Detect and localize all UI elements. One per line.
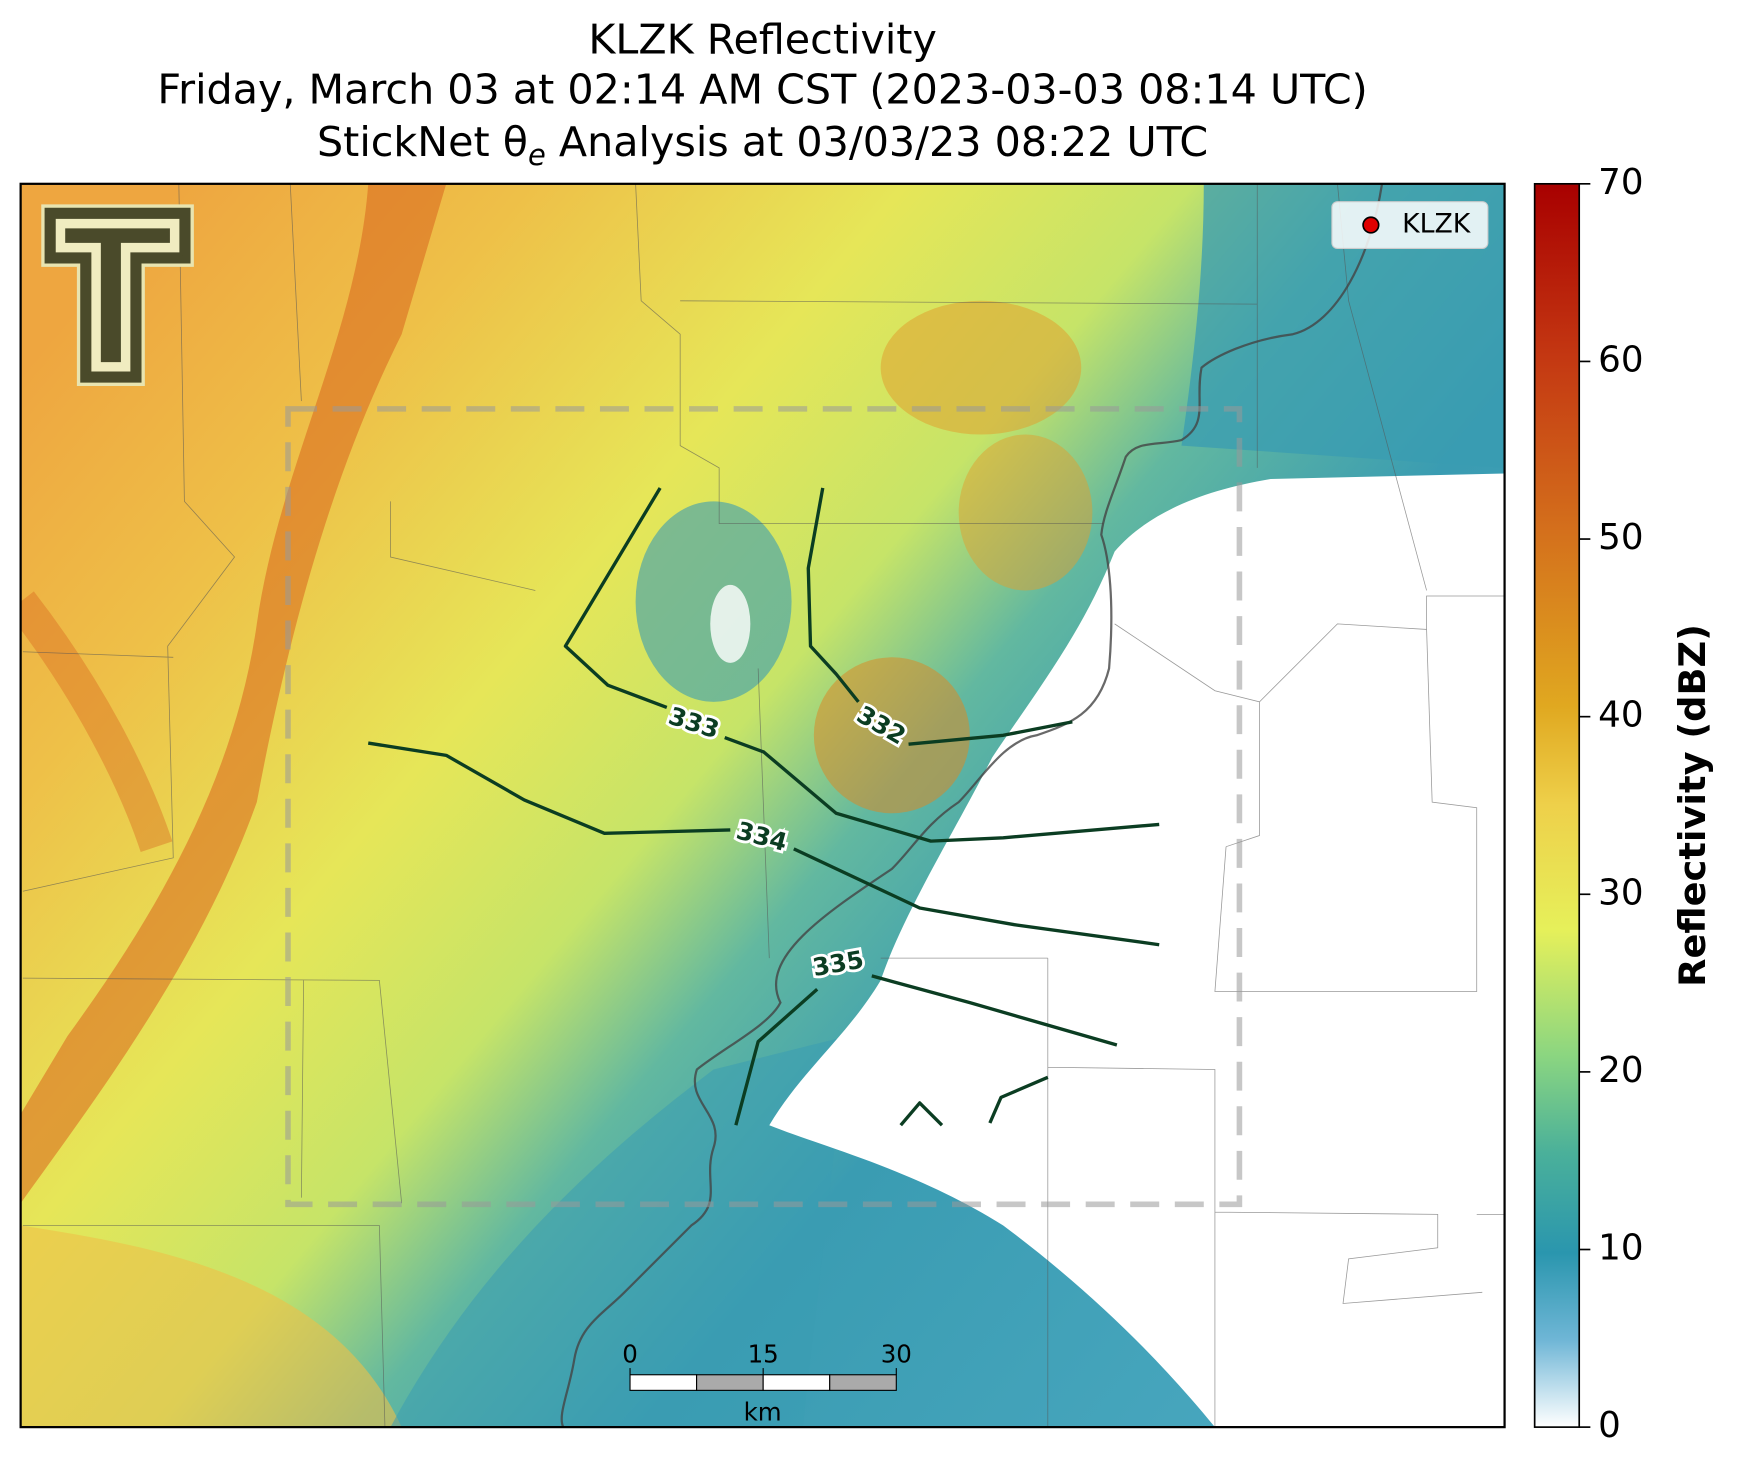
map: 332 333 334 335 KLZK km 0 15 30: [20, 183, 1505, 1428]
colorbar-label: Reflectivity (dBZ): [1671, 624, 1714, 987]
colorbar-scale: [1533, 182, 1581, 1428]
domain-box: [285, 406, 1243, 1208]
contour-line: [806, 487, 1073, 746]
title-subscript: e: [528, 138, 546, 172]
legend: KLZK: [1331, 201, 1489, 249]
state-boundary: [560, 183, 1384, 1428]
reflectivity-region: [390, 1036, 848, 1428]
colorbar-tick-label: 10: [1598, 1228, 1643, 1269]
scale-tick-label: 0: [622, 1340, 638, 1369]
no-echo-region: [769, 473, 1505, 1428]
legend-label: KLZK: [1402, 209, 1472, 240]
subtitle: Friday, March 03 at 02:14 AM CST (2023-0…: [157, 66, 1367, 114]
scale-segment: [629, 1374, 698, 1391]
colorbar-tick-label: 20: [1598, 1050, 1643, 1091]
reflectivity-hole: [710, 584, 751, 663]
title-part: StickNet θ: [317, 118, 528, 166]
colorbar-tick-label: 70: [1598, 162, 1643, 203]
contour-line: [899, 1075, 1049, 1127]
reflectivity-hole: [635, 501, 792, 702]
reflectivity-band: [20, 591, 173, 852]
scale-segment: [829, 1374, 897, 1391]
reflectivity-cell: [880, 300, 1082, 435]
colorbar-tick-label: 50: [1598, 517, 1643, 558]
county-line: [22, 183, 1505, 1428]
legend-box: [1331, 201, 1489, 249]
reflectivity-region: [1181, 183, 1505, 468]
scale-tick-label: 15: [748, 1340, 779, 1369]
title: KLZK Reflectivity: [588, 15, 937, 63]
contour-line: [734, 974, 1118, 1126]
title-part: Analysis at 03/03/23 08:22 UTC: [546, 118, 1208, 166]
colorbar-tick-label: 0: [1598, 1405, 1621, 1446]
radar-site-marker: [1362, 216, 1380, 234]
colorbar: Reflectivity (dBZ) 0 10 20 30 40 50 60 70: [1533, 162, 1714, 1446]
colorbar-tick-label: 30: [1598, 872, 1643, 913]
scale-segment: [762, 1374, 831, 1391]
logo: [41, 204, 194, 387]
contour-line: [563, 487, 1160, 843]
analysis-title: StickNet θe Analysis at 03/03/23 08:22 U…: [317, 118, 1208, 172]
reflectivity-cell: [958, 434, 1093, 591]
scale-unit: km: [744, 1397, 782, 1426]
colorbar-tick-label: 40: [1598, 695, 1643, 736]
map-frame: [19, 182, 1506, 1429]
reflectivity-region: [20, 1225, 402, 1428]
scale-tick-label: 30: [881, 1340, 912, 1369]
scale-bar: km 0 15 30: [622, 1340, 912, 1427]
reflectivity-core: [20, 183, 447, 1204]
colorbar-tick-label: 60: [1598, 339, 1643, 380]
scale-segment: [696, 1374, 764, 1391]
contour-line: [367, 741, 1160, 947]
